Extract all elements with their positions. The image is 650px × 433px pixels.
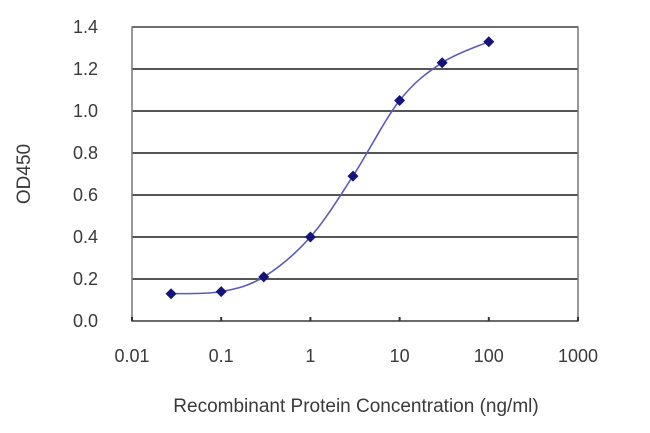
data-point-diamond (165, 288, 177, 300)
x-tick-label: 1000 (558, 346, 598, 366)
x-tick-label: 1 (305, 346, 315, 366)
y-tick-label: 0.6 (73, 185, 98, 205)
data-point-diamond (258, 271, 270, 283)
x-axis-title: Recombinant Protein Concentration (ng/ml… (173, 396, 538, 417)
y-axis-title: OD450 (14, 144, 35, 204)
x-axis-tick-labels: 0.01 0.1 1 10 100 1000 (114, 346, 598, 366)
x-tick-label: 100 (474, 346, 504, 366)
series-line (171, 40, 490, 295)
y-tick-label: 1.4 (73, 17, 98, 37)
x-tick-label: 0.1 (209, 346, 234, 366)
y-tick-label: 0.2 (73, 269, 98, 289)
data-point-diamond (215, 286, 227, 298)
y-tick-label: 0.8 (73, 143, 98, 163)
y-tick-label: 0.0 (73, 311, 98, 331)
series-markers (165, 36, 495, 300)
x-tick-label: 10 (390, 346, 410, 366)
x-tick-label: 0.01 (114, 346, 149, 366)
data-point-diamond (436, 57, 448, 69)
y-tick-label: 1.2 (73, 59, 98, 79)
data-point-diamond (394, 95, 406, 106)
x-axis-ticks (131, 317, 579, 321)
y-axis-tick-labels: 0.0 0.2 0.4 0.6 0.8 1.0 1.2 1.4 (73, 17, 98, 331)
y-tick-label: 0.4 (73, 227, 98, 247)
data-point-diamond (347, 170, 359, 182)
data-point-diamond (304, 231, 316, 243)
plot-area-frame (131, 26, 579, 322)
y-tick-label: 1.0 (73, 101, 98, 121)
data-point-diamond (483, 36, 495, 48)
